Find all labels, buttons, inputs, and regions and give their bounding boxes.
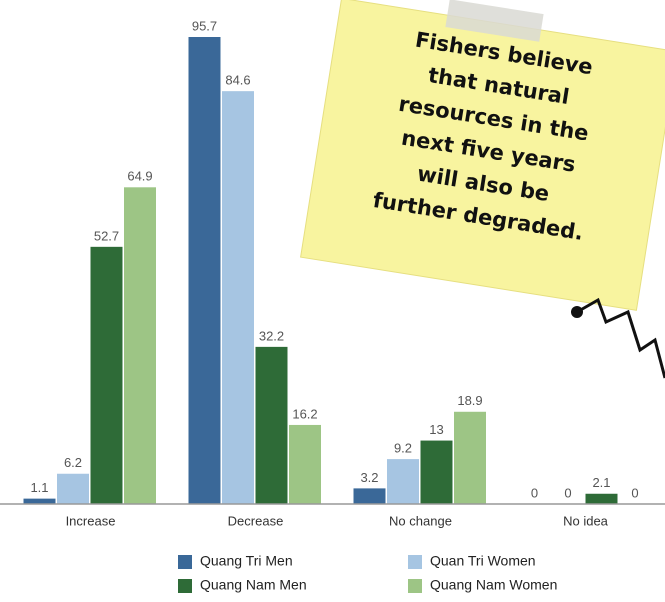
data-label: 18.9 [457,393,482,408]
data-label: 13 [429,422,443,437]
bar [57,473,89,504]
legend-label: Quang Nam Men [200,577,307,593]
x-tick-label: No idea [563,513,609,528]
data-label: 9.2 [394,441,412,456]
data-label: 84.6 [225,73,250,88]
data-label: 2.1 [592,475,610,490]
legend-label: Quang Nam Women [430,577,557,593]
bar [90,246,123,504]
data-label: 95.7 [192,18,217,33]
legend-label: Quang Tri Men [200,553,293,569]
bar [222,91,254,505]
bar [420,440,453,504]
data-label: 32.2 [259,328,284,343]
data-label: 1.1 [30,480,48,495]
data-label: 16.2 [292,406,317,421]
data-label: 64.9 [127,169,152,184]
bar [454,411,486,504]
data-label: 6.2 [64,455,82,470]
data-label: 0 [631,485,638,500]
bar [289,424,321,504]
legend-swatch [178,579,192,593]
legend-swatch [408,579,422,593]
data-label: 0 [564,485,571,500]
bar [124,187,156,505]
arrow [576,297,665,379]
data-label: 52.7 [94,228,119,243]
legend-swatch [408,555,422,569]
bar [188,37,221,504]
legend-swatch [178,555,192,569]
x-tick-label: No change [389,513,452,528]
note-tape [445,0,544,42]
bar [23,498,56,504]
bar [255,346,288,504]
data-label: 0 [531,485,538,500]
x-tick-label: Increase [66,513,116,528]
bar [387,459,419,504]
x-tick-label: Decrease [228,513,284,528]
legend-label: Quan Tri Women [430,553,536,569]
bar [353,488,386,504]
data-label: 3.2 [360,470,378,485]
bar [585,493,618,504]
